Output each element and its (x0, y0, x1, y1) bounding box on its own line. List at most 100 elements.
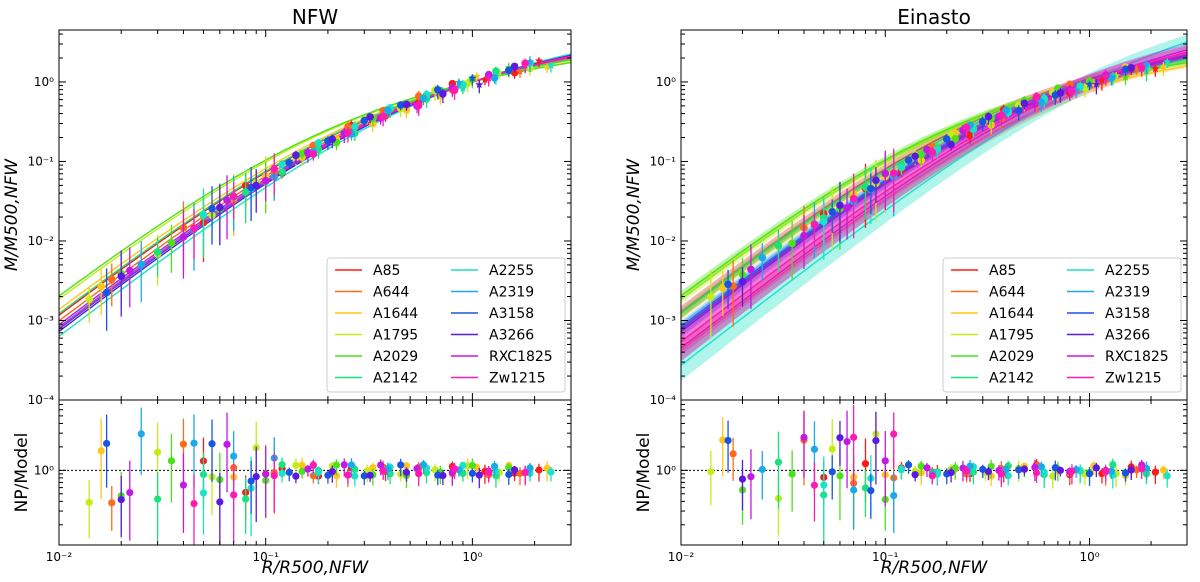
legend-frame (942, 257, 1182, 393)
residual-point (490, 462, 499, 470)
legend-label-A2319: A2319 (1105, 285, 1150, 301)
data-point-star (1132, 64, 1141, 72)
residual-point (738, 475, 747, 483)
residual-point (1040, 468, 1048, 476)
residual-point (340, 461, 348, 469)
y-tick-label: 10⁻⁴ (650, 393, 677, 407)
residual-point (810, 445, 819, 453)
legend-frame (326, 257, 566, 393)
residual-point (867, 487, 875, 495)
residual-point (137, 430, 145, 438)
residual-point (332, 461, 341, 469)
data-point (843, 204, 851, 212)
data-point (510, 68, 519, 77)
residual-point (397, 461, 405, 469)
residual-point (298, 467, 306, 475)
legend-label-A85: A85 (989, 263, 1016, 279)
data-point (928, 148, 937, 157)
residual-point (278, 461, 286, 469)
residual-point (309, 461, 317, 469)
data-point (521, 59, 529, 67)
residual-point (190, 439, 198, 447)
data-point-star (1097, 76, 1106, 84)
data-point-star (1121, 73, 1130, 81)
residual-point (230, 491, 238, 499)
data-point (278, 160, 286, 169)
residual-point (758, 465, 766, 474)
data-point (419, 94, 428, 103)
x-tick-label: 10⁻¹ (252, 550, 279, 564)
residual-point (1020, 465, 1029, 473)
residual-point (199, 489, 208, 497)
data-point (1137, 63, 1146, 72)
data-point (707, 293, 715, 301)
data-point (261, 177, 270, 185)
data-point (718, 284, 727, 292)
residual-point (419, 461, 428, 469)
residual-point (843, 437, 851, 446)
x-tick-label: 10⁰ (462, 550, 482, 564)
data-point (402, 100, 411, 109)
residual-point (292, 461, 300, 469)
residual-point (1159, 466, 1168, 474)
residual-point (1032, 469, 1041, 477)
residual-point (377, 461, 385, 469)
chart-title: Einasto (897, 5, 971, 29)
residual-point (510, 466, 519, 474)
legend-label-RXC1825: RXC1825 (489, 349, 553, 365)
residual-point (298, 461, 306, 469)
x-tick-label: 10⁻² (668, 550, 695, 564)
residual-point (347, 461, 356, 469)
data-point (828, 208, 837, 216)
bottom-axes-frame (58, 399, 572, 546)
residual-point (1121, 469, 1130, 477)
residual-point (103, 439, 111, 448)
data-point (384, 106, 392, 115)
residual-point (179, 440, 188, 448)
bottom-plot-area (59, 407, 571, 545)
residual-point (1102, 467, 1110, 475)
data-point (107, 275, 116, 284)
residual-point (468, 461, 476, 470)
residual-point (1002, 465, 1010, 473)
y-tick-label: 10⁰ (34, 75, 54, 89)
legend-label-A2029: A2029 (373, 349, 418, 365)
data-point-star (1092, 80, 1101, 88)
data-point-star (547, 61, 555, 70)
residual-point (979, 465, 987, 473)
data-point-star (1101, 71, 1110, 80)
residual-point (800, 433, 808, 441)
data-point (947, 140, 955, 149)
legend-label-A3266: A3266 (1105, 328, 1150, 344)
y-axis-label-top: M/M500,NFW (2, 158, 22, 271)
residual-point (154, 495, 162, 503)
residual-point (724, 436, 732, 445)
x-axis: 10⁻² 10⁻¹ 10⁰ R/R500,NFW (668, 30, 1188, 578)
residual-point (485, 468, 493, 477)
residual-point (450, 465, 459, 473)
residual-point (167, 457, 176, 465)
residual-point (747, 473, 755, 481)
data-point (747, 265, 755, 274)
legend: A85 A644 A1644 A1795 A2029 A2142 A2255 A2319 A31… (326, 257, 566, 393)
data-point (344, 122, 352, 131)
legend-label-Zw1215: Zw1215 (489, 371, 546, 387)
residual-point (1151, 468, 1159, 476)
data-point (911, 152, 919, 161)
data-point-star (468, 73, 477, 82)
data-point (439, 90, 447, 98)
data-point (951, 134, 960, 143)
x-axis: 10⁻² 10⁻¹ 10⁰ R/R500,NFW (46, 30, 572, 578)
x-tick-label: 10⁻¹ (872, 550, 899, 564)
residual-point (439, 471, 447, 480)
residual-point (126, 488, 134, 497)
residual-point (547, 468, 555, 476)
residual-point (836, 472, 844, 480)
data-point-star (1159, 62, 1168, 71)
y-tick-label: 10⁰ (656, 463, 676, 477)
legend-label-Zw1215: Zw1215 (1105, 371, 1162, 387)
residual-point (911, 471, 919, 479)
residual-point (521, 469, 529, 477)
y-axis-top: 10⁻⁴ 10⁻³ 10⁻² 10⁻¹ 10⁰ M/M500,NFW (2, 33, 571, 407)
